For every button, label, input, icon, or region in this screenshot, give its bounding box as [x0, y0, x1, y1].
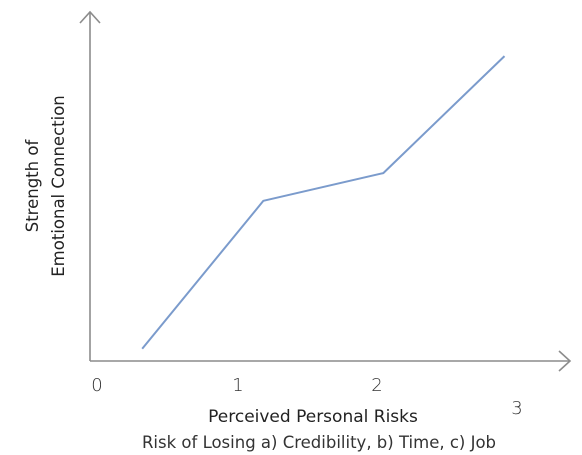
series-line [141, 55, 506, 350]
x-tick-label: 1 [232, 375, 243, 396]
y-axis-label-line2: Emotional Connection [49, 95, 68, 277]
x-axis-sublabel: Risk of Losing a) Credibility, b) Time, … [142, 433, 496, 452]
axes [79, 10, 572, 372]
x-tick-label: 0 [91, 375, 102, 396]
y-axis-arrow-icon [79, 10, 101, 24]
x-axis-label: Perceived Personal Risks [208, 407, 418, 427]
y-axis-label-line1: Strength of [23, 139, 42, 233]
x-tick-label: 2 [371, 375, 382, 396]
x-ticks: 0 1 2 3 [91, 375, 522, 419]
x-axis-arrow-icon [558, 350, 572, 372]
x-tick-label: 3 [511, 398, 522, 419]
